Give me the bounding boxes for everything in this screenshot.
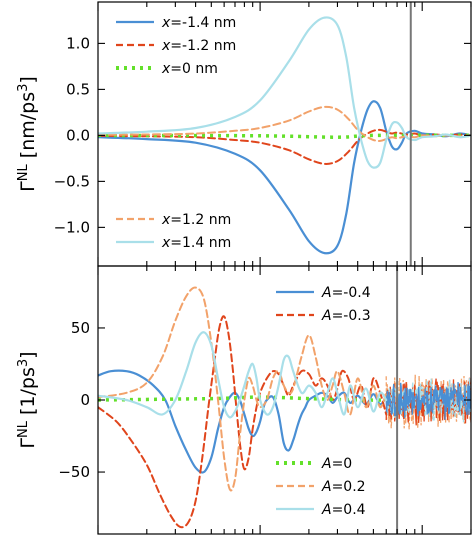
series-line-3 (98, 105, 471, 142)
legend-label-1: x=1.4 nm (161, 235, 231, 251)
series-line-3 (98, 286, 388, 492)
series-line-1 (98, 315, 388, 529)
legend-value: =1.4 nm (170, 235, 231, 251)
y-tick-label: −0.5 (54, 172, 90, 190)
noise-line-3 (385, 382, 471, 420)
lower-y-label-unit-end: ] (17, 351, 39, 358)
legend-value: =0.4 (332, 502, 366, 518)
upper-panel-xticks (97, 2, 472, 266)
lower-panel-legend-bottom: A=0A=0.2A=0.4 (276, 456, 366, 518)
lower-panel-y-axis-label: ΓNL [1/ps3] (16, 351, 39, 448)
lower-panel-xticks (97, 266, 472, 534)
y-tick-label: 50 (71, 319, 90, 337)
legend-label-0: x=1.2 nm (161, 212, 231, 228)
upper-panel-series (98, 16, 471, 255)
lower-y-label-symbol: Γ (17, 438, 39, 449)
upper-y-label-unit: [nm/ps (17, 92, 39, 164)
upper-y-label-symbol: Γ (17, 181, 39, 192)
legend-value: =-0.4 (332, 285, 371, 301)
legend-label-2: A=0.4 (321, 502, 366, 518)
y-tick-label: −50 (58, 463, 90, 481)
legend-label-1: x=-1.2 nm (161, 38, 236, 54)
legend-var: x (161, 15, 171, 31)
series-line-4 (98, 16, 471, 169)
y-tick-label: 1.0 (66, 34, 90, 52)
legend-value: =0.2 (332, 479, 366, 495)
lower-panel-series (98, 286, 388, 529)
y-tick-label: 0.5 (66, 80, 90, 98)
legend-value: =0 nm (170, 61, 218, 77)
series-line-0 (98, 100, 471, 255)
lower-panel-noise-series (385, 374, 471, 430)
upper-y-label-sup: NL (16, 164, 31, 182)
upper-panel-y-axis-label: ΓNL [nm/ps3] (16, 76, 39, 192)
legend-value: =0 (332, 456, 353, 472)
lower-y-label-sup: NL (16, 420, 31, 438)
legend-label-1: A=-0.3 (321, 308, 371, 324)
legend-var: A (321, 456, 332, 472)
upper-y-label-unit-sup: 3 (16, 84, 31, 92)
legend-value: =-1.2 nm (170, 38, 236, 54)
y-tick-label: 0 (80, 391, 90, 409)
y-tick-label: 0.0 (66, 126, 90, 144)
legend-var: A (321, 502, 332, 518)
legend-var: x (161, 61, 171, 77)
lower-panel-legend-top: A=-0.4A=-0.3 (276, 285, 371, 324)
legend-value: =1.2 nm (170, 212, 231, 228)
upper-panel-legend-bottom: x=1.2 nmx=1.4 nm (116, 212, 231, 251)
legend-var: x (161, 212, 171, 228)
legend-label-1: A=0.2 (321, 479, 366, 495)
upper-panel-yticks: 1.0 0.5 0.0 −0.5 −1.0 (54, 34, 471, 236)
legend-label-2: x=0 nm (161, 61, 218, 77)
y-tick-label: −1.0 (54, 218, 90, 236)
upper-y-label-unit-end: ] (17, 76, 39, 83)
legend-var: A (321, 479, 332, 495)
legend-var: x (161, 38, 171, 54)
legend-var: A (321, 285, 332, 301)
legend-value: =-1.4 nm (170, 15, 236, 31)
lower-y-label-unit-sup: 3 (16, 359, 31, 367)
legend-var: A (321, 308, 332, 324)
noise-line-2 (385, 377, 471, 423)
lower-panel-yticks: 50 0 −50 (58, 319, 471, 481)
lower-y-label-unit: [1/ps (17, 367, 39, 421)
series-line-4 (98, 331, 388, 419)
upper-panel: 1.00.50.0−0.5−1.0 ΓNL [nm/ps3] x=-1.4 nm… (16, 1, 472, 267)
series-line-2 (98, 395, 387, 402)
legend-value: =-0.3 (332, 308, 371, 324)
lower-panel: 500−50 ΓNL [1/ps3] A=-0.4A=-0.3 A=0A=0.2… (16, 265, 472, 535)
upper-panel-legend-top: x=-1.4 nmx=-1.2 nmx=0 nm (116, 15, 236, 77)
series-line-2 (98, 133, 471, 139)
legend-label-0: x=-1.4 nm (161, 15, 236, 31)
legend-var: x (161, 235, 171, 251)
legend-label-0: A=0 (321, 456, 352, 472)
legend-label-0: A=-0.4 (321, 285, 371, 301)
